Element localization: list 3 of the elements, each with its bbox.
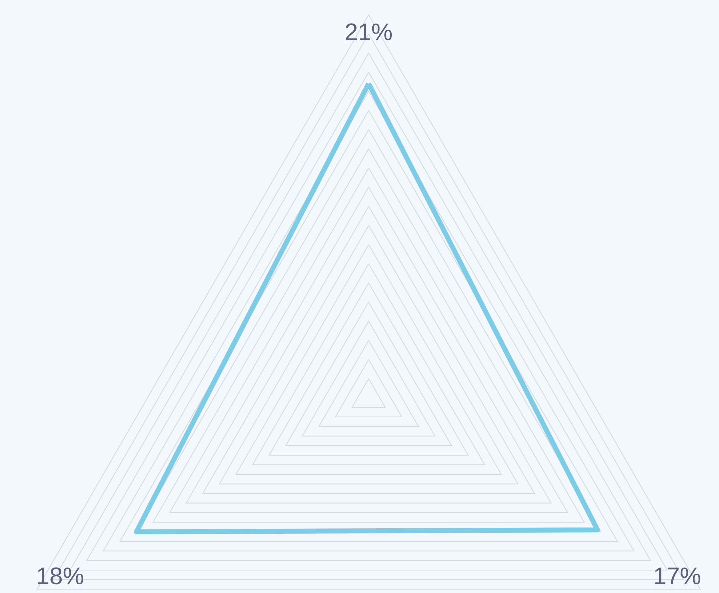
spoke-label: 21% [346,24,392,41]
spoke-label: 18% [38,568,84,585]
spoke-label: 17% [655,568,701,585]
